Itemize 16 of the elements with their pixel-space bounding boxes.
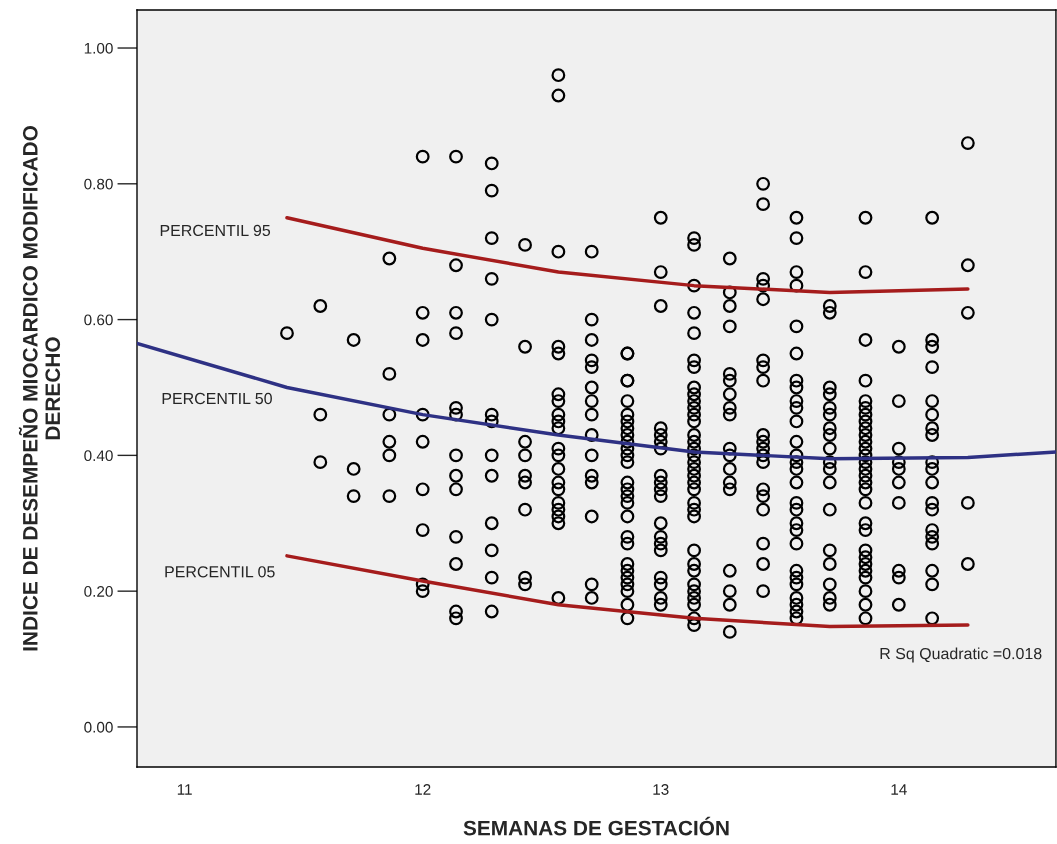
annotation: PERCENTIL 05 bbox=[165, 566, 275, 578]
x-tick-label: 14 bbox=[891, 784, 907, 795]
y-tick-label: 0.60 bbox=[84, 314, 113, 326]
x-tick-label: 12 bbox=[415, 784, 431, 795]
y-tick-label: 0.00 bbox=[84, 721, 113, 733]
annotation: R Sq Quadratic =0.018 bbox=[880, 647, 1042, 663]
y-tick-label: 0.40 bbox=[84, 450, 113, 462]
y-tick-label: 1.00 bbox=[84, 42, 113, 54]
x-tick-label: 13 bbox=[653, 784, 669, 795]
y-tick-label: 0.20 bbox=[84, 586, 113, 597]
annotation: PERCENTIL 50 bbox=[162, 392, 272, 405]
annotation: PERCENTIL 95 bbox=[160, 224, 271, 237]
y-tick-label: 0.80 bbox=[84, 178, 113, 190]
x-axis-title: SEMANAS DE GESTACIÓN bbox=[463, 816, 729, 836]
x-tick-label: 11 bbox=[177, 784, 192, 795]
y-axis-title: INDICE DE DESEMPEÑO MIOCARDICO MODIFICADO DERECHO bbox=[18, 126, 61, 651]
